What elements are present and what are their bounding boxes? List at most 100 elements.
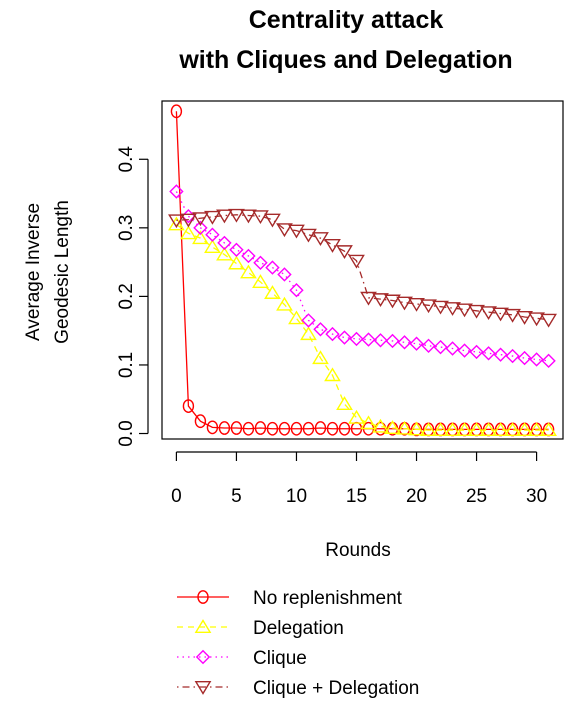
data-point bbox=[409, 336, 424, 351]
legend-marker bbox=[194, 681, 212, 695]
data-point bbox=[301, 313, 316, 328]
data-point bbox=[361, 332, 376, 347]
data-point bbox=[265, 260, 280, 275]
data-point bbox=[312, 350, 329, 365]
data-point bbox=[396, 420, 413, 435]
data-point bbox=[266, 421, 279, 436]
series-2 bbox=[169, 184, 556, 369]
data-point bbox=[397, 335, 412, 350]
data-point bbox=[278, 421, 291, 436]
data-point bbox=[432, 300, 449, 315]
legend-marker bbox=[197, 590, 209, 604]
data-point bbox=[168, 216, 185, 231]
data-point bbox=[254, 421, 267, 435]
data-point bbox=[300, 228, 317, 243]
legend-item: Clique + Delegation bbox=[177, 678, 419, 699]
y-tick-label: 0.4 bbox=[116, 146, 137, 173]
data-point bbox=[313, 322, 328, 337]
data-point bbox=[168, 214, 185, 229]
data-point bbox=[360, 415, 377, 430]
data-point bbox=[276, 223, 293, 238]
data-point bbox=[218, 421, 231, 435]
data-point bbox=[229, 242, 244, 257]
x-axis-label: Rounds bbox=[325, 540, 391, 561]
data-point bbox=[432, 422, 449, 437]
data-point bbox=[541, 353, 556, 369]
series-0 bbox=[170, 104, 555, 437]
data-point bbox=[456, 422, 473, 437]
data-point bbox=[194, 414, 207, 429]
legend-label: Delegation bbox=[253, 618, 344, 639]
legend: No replenishment Delegation Clique Clique +… bbox=[177, 588, 419, 699]
data-point bbox=[193, 220, 208, 236]
data-point bbox=[529, 352, 544, 367]
data-point bbox=[445, 341, 460, 356]
data-point bbox=[505, 348, 520, 364]
data-point bbox=[456, 303, 473, 318]
series-line bbox=[175, 191, 549, 362]
data-point bbox=[373, 333, 388, 348]
data-point bbox=[457, 343, 472, 358]
data-point bbox=[516, 422, 533, 437]
legend-item: No replenishment bbox=[177, 588, 403, 609]
data-point bbox=[469, 344, 484, 360]
data-point bbox=[205, 227, 220, 242]
data-point bbox=[396, 296, 413, 311]
data-point bbox=[264, 285, 281, 299]
series-line bbox=[175, 111, 549, 431]
data-point bbox=[408, 297, 425, 312]
data-point bbox=[324, 239, 341, 253]
y-tick-label: 0.3 bbox=[116, 215, 137, 241]
data-point bbox=[326, 421, 339, 436]
data-point bbox=[481, 346, 496, 361]
data-point bbox=[433, 339, 448, 355]
data-point bbox=[385, 333, 400, 349]
chart-title-line-2: with Cliques and Delegation bbox=[178, 46, 512, 74]
plot-box bbox=[161, 100, 564, 440]
data-point bbox=[288, 310, 305, 325]
data-point bbox=[216, 209, 233, 224]
data-point bbox=[252, 274, 269, 288]
data-point bbox=[372, 418, 389, 433]
data-point bbox=[300, 326, 317, 341]
series-1 bbox=[168, 216, 557, 437]
data-point bbox=[492, 422, 509, 437]
data-point bbox=[217, 235, 232, 251]
data-point bbox=[204, 239, 221, 254]
data-point bbox=[444, 422, 461, 437]
data-point bbox=[240, 209, 257, 224]
x-tick-label: 10 bbox=[286, 486, 307, 507]
data-point bbox=[384, 294, 401, 309]
y-tick-label: 0.1 bbox=[116, 352, 137, 378]
series-3 bbox=[168, 208, 557, 328]
y-axis-label-line-2: Geodesic Length bbox=[52, 200, 73, 344]
data-point bbox=[312, 232, 329, 246]
data-point bbox=[325, 326, 340, 342]
data-point bbox=[528, 422, 545, 437]
x-tick-label: 5 bbox=[231, 486, 242, 507]
data-point bbox=[240, 264, 257, 279]
data-point bbox=[420, 299, 437, 314]
series-line bbox=[176, 214, 549, 321]
data-point bbox=[277, 267, 292, 282]
x-axis: 0 5 10 15 20 25 30 bbox=[171, 451, 547, 507]
y-tick-label: 0.0 bbox=[116, 420, 137, 446]
data-point bbox=[540, 313, 557, 328]
legend-label: No replenishment bbox=[253, 588, 403, 609]
legend-marker bbox=[194, 619, 212, 633]
data-point bbox=[264, 213, 281, 228]
data-point bbox=[180, 213, 197, 228]
data-point bbox=[290, 421, 303, 436]
data-point bbox=[204, 210, 221, 225]
data-point bbox=[517, 350, 532, 366]
data-point bbox=[480, 306, 497, 321]
data-point bbox=[360, 291, 377, 306]
data-point bbox=[420, 422, 437, 437]
data-point bbox=[314, 421, 327, 435]
data-point bbox=[528, 312, 545, 327]
data-point bbox=[492, 307, 509, 322]
data-point bbox=[324, 367, 341, 382]
data-point bbox=[192, 212, 209, 227]
data-point bbox=[252, 210, 269, 225]
